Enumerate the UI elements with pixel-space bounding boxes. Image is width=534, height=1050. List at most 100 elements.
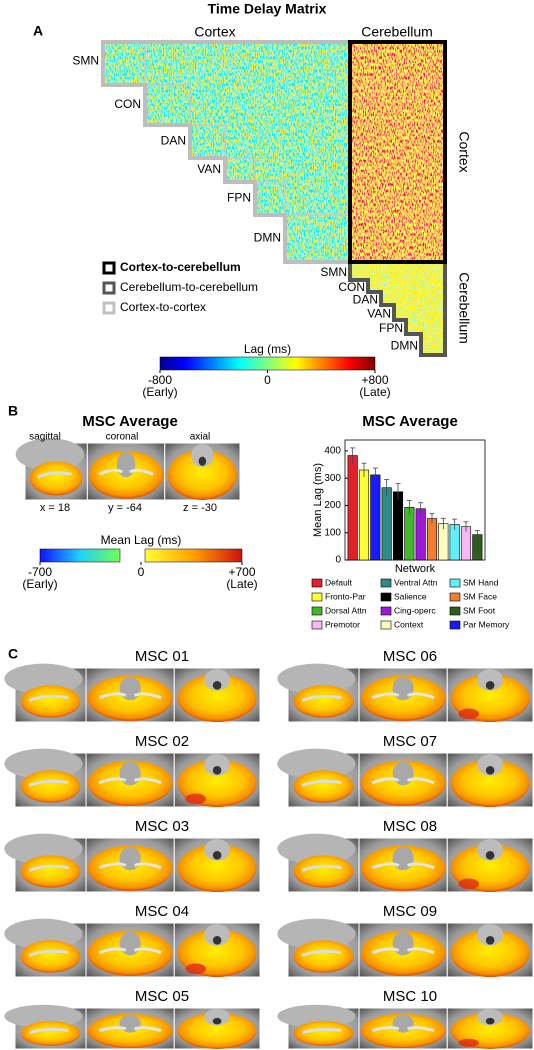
network-label: FPN: [227, 191, 251, 205]
brainstem: [477, 839, 503, 861]
legend-label: Context: [394, 619, 424, 629]
cerebrum: [277, 748, 356, 779]
colorbar-tick-label: +800: [361, 373, 388, 387]
cerebellum-outline: [348, 260, 447, 357]
matrix-block: [255, 182, 350, 215]
cerebrum: [4, 918, 83, 949]
brainstem: [204, 669, 230, 691]
lag-map: [450, 759, 530, 807]
legend-label: Cerebellum-to-cerebellum: [120, 280, 258, 294]
colorbar-tick-label: -800: [148, 373, 172, 387]
ventricle: [212, 935, 222, 945]
legend-swatch: [102, 261, 116, 275]
brain-view: [358, 667, 448, 723]
vermis: [119, 761, 141, 786]
ventricle: [485, 850, 495, 860]
cerebrum: [4, 833, 83, 864]
cerebellum-block: [421, 334, 445, 355]
legend-swatch: [102, 281, 116, 295]
network-label: SMN: [320, 265, 347, 279]
lag-map: [177, 1012, 257, 1049]
network-label: CON: [338, 280, 365, 294]
subject-title: MSC 07: [383, 733, 437, 750]
vermis: [392, 676, 414, 701]
cerebrum: [4, 1004, 83, 1028]
y-tick-label: 300: [324, 473, 341, 484]
brain-view: [446, 837, 534, 893]
brain-view: [446, 922, 534, 978]
side-label: Cortex: [456, 131, 472, 172]
white-matter: [371, 692, 435, 700]
ventricle: [485, 935, 495, 945]
legend-swatch: [102, 301, 116, 315]
legend-swatch: [380, 578, 392, 588]
bar: [381, 487, 392, 561]
brainstem: [477, 669, 503, 691]
lag-map: [293, 1021, 354, 1046]
lag-map: [167, 449, 237, 501]
colorbar-tick-label: 0: [264, 373, 271, 387]
coordinate-label: z = -30: [183, 502, 217, 514]
brainstem: [477, 924, 503, 946]
vermis: [392, 931, 414, 956]
bar: [347, 455, 358, 561]
colorbar-title: Lag (ms): [244, 342, 291, 356]
brain-view: [277, 1004, 360, 1050]
lag-map: [20, 855, 81, 888]
white-matter: [28, 779, 69, 787]
cerebrum: [15, 438, 85, 471]
legend-label: Salience: [394, 591, 427, 601]
lag-map: [20, 1021, 81, 1046]
legend-swatch: [311, 620, 323, 630]
vermis: [119, 676, 141, 701]
white-matter: [301, 864, 342, 872]
colorbar-end: (Late): [226, 577, 257, 591]
colorbar-end: (Early): [142, 385, 177, 399]
view-label: coronal: [106, 432, 139, 443]
plot-frame: [344, 439, 486, 561]
cerebrum: [4, 663, 83, 694]
legend-label: Cortex-to-cortex: [120, 300, 206, 314]
brain-view: [85, 667, 175, 723]
subject-title: MSC 06: [383, 648, 437, 665]
coordinate-label: x = 18: [40, 502, 70, 514]
legend-label: Fronto-Par: [325, 591, 366, 601]
white-matter: [371, 947, 435, 955]
network-label: DAN: [161, 134, 186, 148]
white-matter: [371, 862, 435, 870]
white-matter: [301, 1027, 342, 1035]
ventricle: [212, 1017, 222, 1025]
bar: [426, 518, 438, 561]
brain-view: [173, 667, 261, 723]
panel-title: MSC Average: [82, 413, 178, 430]
ventricle: [212, 680, 222, 690]
colorbar-end: (Late): [359, 385, 390, 399]
brain-view: [277, 918, 360, 978]
legend-swatch: [449, 620, 461, 630]
brain-view: [4, 833, 87, 893]
cerebrum: [4, 748, 83, 779]
colorbar-tick-label: +700: [228, 565, 255, 579]
lag-map: [293, 855, 354, 888]
brain-view: [4, 663, 87, 723]
legend-label: Ventral Attn: [394, 577, 438, 587]
cerebrum: [277, 663, 356, 694]
late-spot: [185, 963, 206, 975]
legend-label: SM Face: [463, 591, 497, 601]
legend-swatch: [311, 606, 323, 616]
brain-view: [4, 918, 87, 978]
legend-swatch: [449, 606, 461, 616]
brainstem: [477, 754, 503, 776]
white-matter: [98, 1026, 162, 1032]
ventricle: [212, 765, 222, 775]
brainstem: [204, 924, 230, 946]
ventricle: [485, 680, 495, 690]
cortex-outline: [101, 40, 352, 264]
colorbar-end: (Early): [22, 577, 57, 591]
brainstem: [477, 1008, 503, 1026]
network-label: FPN: [379, 321, 403, 335]
matrix-block: [190, 125, 350, 158]
legend-swatch: [380, 620, 392, 630]
colorbar-title: Mean Lag (ms): [101, 533, 182, 547]
vermis: [119, 846, 141, 871]
